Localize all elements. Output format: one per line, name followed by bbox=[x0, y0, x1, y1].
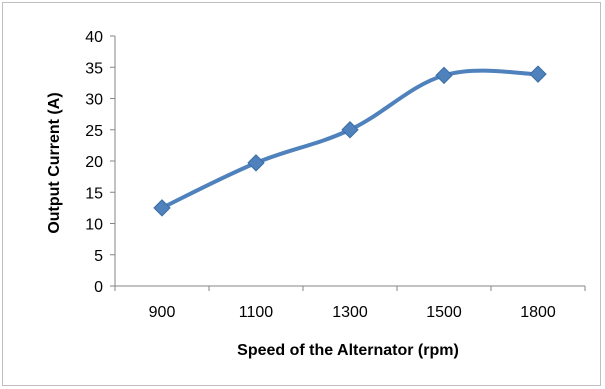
x-tick-label: 1800 bbox=[520, 304, 556, 321]
y-tick-label: 40 bbox=[85, 29, 103, 46]
y-tick-label: 20 bbox=[85, 154, 103, 171]
x-tick-label: 900 bbox=[149, 304, 176, 321]
y-axis-title: Output Current (A) bbox=[46, 92, 63, 233]
y-tick-label: 10 bbox=[85, 217, 103, 234]
x-tick-label: 1100 bbox=[239, 304, 274, 321]
x-tick-label: 1300 bbox=[332, 304, 368, 321]
y-tick-label: 0 bbox=[94, 279, 103, 296]
series-line bbox=[160, 68, 540, 210]
data-point-marker bbox=[247, 154, 265, 172]
y-tick-label: 25 bbox=[85, 123, 103, 140]
data-point-marker bbox=[341, 121, 359, 139]
data-point-marker bbox=[435, 66, 453, 85]
x-axis-ticks: 900 1100 1300 1500 1800 bbox=[114, 286, 586, 321]
chart-frame bbox=[2, 2, 601, 386]
y-axis-ticks: 0 5 10 15 20 25 30 35 40 bbox=[85, 29, 115, 296]
series-markers bbox=[153, 65, 547, 217]
y-tick-label: 15 bbox=[85, 185, 103, 202]
y-tick-label: 30 bbox=[85, 92, 103, 109]
x-axis-title: Speed of the Alternator (rpm) bbox=[237, 342, 459, 359]
data-point-marker bbox=[153, 199, 171, 217]
data-point-marker bbox=[529, 65, 547, 83]
x-tick-label: 1500 bbox=[426, 304, 462, 321]
y-tick-label: 5 bbox=[94, 248, 103, 265]
y-tick-label: 35 bbox=[85, 60, 103, 77]
